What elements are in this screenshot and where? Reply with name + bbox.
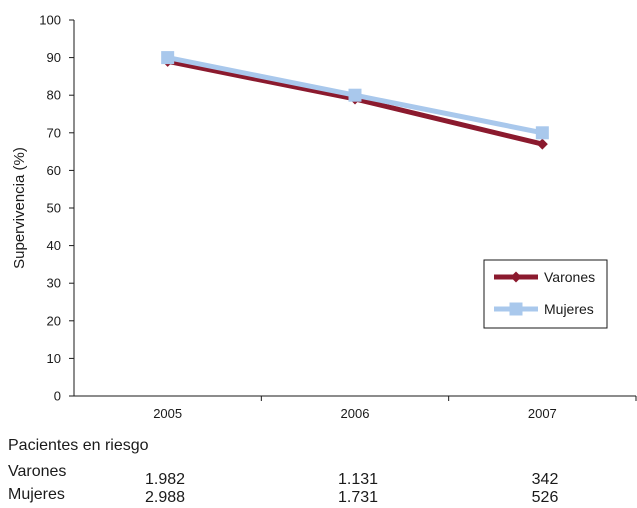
y-tick-label: 40 [47, 238, 61, 253]
y-axis-label: Supervivencia (%) [11, 147, 28, 269]
x-tick-label: 2005 [153, 406, 182, 421]
y-tick-label: 70 [47, 125, 61, 140]
risk-value: 342 [531, 471, 559, 488]
risk-value: 526 [531, 489, 559, 506]
legend-box [483, 259, 608, 329]
legend: Varones Mujeres [483, 259, 608, 329]
data-point-mujeres [161, 51, 175, 65]
y-tick-label: 100 [39, 13, 61, 28]
data-point-varones [536, 138, 548, 150]
series-mujeres [161, 51, 549, 140]
legend-label-varones: Varones [544, 269, 595, 285]
x-tick-label: 2006 [341, 406, 370, 421]
legend-label-mujeres: Mujeres [544, 301, 594, 317]
y-tick-label: 90 [47, 50, 61, 65]
y-tick-label: 50 [47, 201, 61, 216]
y-tick-label: 10 [47, 351, 61, 366]
risk-value: 1.131 [337, 471, 379, 488]
y-tick-label: 30 [47, 276, 61, 291]
survival-chart: 0 10 20 30 40 50 60 70 80 90 100 2005 2006 2007 Supe… [11, 13, 637, 421]
legend-marker-varones [510, 271, 522, 283]
y-tick-label: 20 [47, 313, 61, 328]
y-tick-label: 0 [54, 389, 61, 404]
risk-value: 1.982 [144, 471, 186, 488]
x-tick-label: 2007 [528, 406, 557, 421]
data-point-mujeres [535, 126, 549, 140]
risk-row-label-mujeres: Mujeres [8, 486, 65, 503]
risk-table-title: Pacientes en riesgo [8, 437, 149, 454]
y-tick-label: 80 [47, 88, 61, 103]
risk-value: 1.731 [337, 489, 379, 506]
y-tick-label: 60 [47, 163, 61, 178]
legend-marker-mujeres [509, 302, 523, 316]
data-point-mujeres [348, 88, 362, 102]
risk-row-label-varones: Varones [8, 463, 67, 480]
risk-value: 2.988 [144, 489, 186, 506]
